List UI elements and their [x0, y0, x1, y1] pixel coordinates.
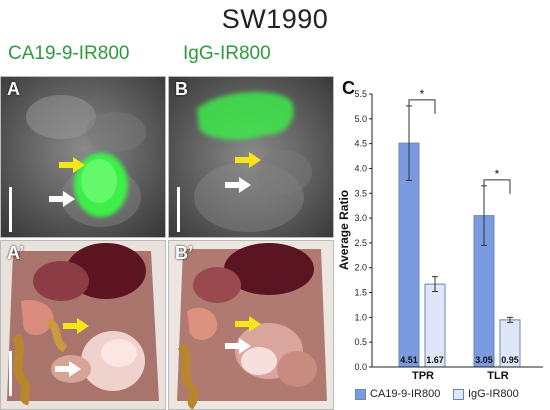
- y-tick-label-0: 0.0: [354, 362, 367, 372]
- scale-bar: [9, 351, 12, 396]
- white-arrow-icon: [49, 191, 75, 207]
- significance-bracket-tlr: [483, 179, 511, 194]
- y-tick-label-10: 5.0: [354, 114, 367, 124]
- significance-marker-tpr: *: [420, 87, 425, 101]
- y-tick-label-1: 0.5: [354, 337, 367, 347]
- y-tick-label-9: 4.5: [354, 139, 367, 149]
- scale-bar: [9, 187, 12, 232]
- white-arrow-icon: [225, 177, 251, 193]
- data-label-tpr-ca19-9: 4.51: [400, 355, 418, 365]
- yellow-arrow-icon: [59, 157, 85, 173]
- white-arrow-icon: [225, 338, 251, 354]
- white-arrow-icon: [55, 361, 81, 377]
- data-label-tpr-igg: 1.67: [426, 355, 444, 365]
- column-label-ca19-9: CA19-9-IR800: [8, 43, 130, 64]
- y-tick-label-5: 2.5: [354, 238, 367, 248]
- legend-item-ca19-9: CA19-9-IR800: [355, 388, 440, 400]
- significance-bracket-tpr: [408, 99, 436, 114]
- legend-label-ca19-9: CA19-9-IR800: [370, 388, 441, 400]
- x-tick-label-tlr: TLR: [487, 370, 508, 380]
- figure-title: SW1990: [221, 4, 329, 34]
- data-label-tlr-ca19-9: 3.05: [475, 355, 493, 365]
- yellow-arrow-icon: [235, 152, 261, 168]
- panel-b-prime-brightfield: B’: [168, 240, 334, 410]
- column-label-igg: IgG-IR800: [183, 43, 271, 64]
- y-tick-label-8: 4.0: [354, 163, 367, 173]
- scale-bar: [177, 187, 180, 232]
- y-axis-label: Average Ratio: [338, 190, 351, 270]
- legend-swatch-igg: [453, 388, 464, 400]
- panel-letter-b-prime: B’: [175, 243, 193, 263]
- panel-letter-c: C: [342, 78, 355, 98]
- yellow-arrow-icon: [235, 316, 261, 332]
- liver-fluorescence-signal: [197, 91, 294, 140]
- y-tick-label-7: 3.5: [354, 188, 367, 198]
- panel-b-fluorescence: B: [168, 76, 334, 238]
- y-tick-label-2: 1.0: [354, 312, 367, 322]
- x-tick-label-tpr: TPR: [412, 370, 434, 380]
- panel-a-prime-brightfield: A’: [0, 240, 166, 410]
- significance-marker-tlr: *: [495, 167, 500, 181]
- bar-chart: 0.0 0.5 1.0 1.5 2.0 2.5 3.0 3.5 4.0 4.5 5.0 5.5 4.5…: [338, 87, 543, 380]
- panel-letter-a: A: [7, 79, 20, 99]
- legend-label-igg: IgG-IR800: [468, 388, 519, 400]
- yellow-arrow-icon: [63, 318, 89, 334]
- panel-a-fluorescence: A: [0, 76, 166, 238]
- y-tick-label-6: 3.0: [354, 213, 367, 223]
- panel-letter-a-prime: A’: [7, 243, 25, 263]
- legend-item-igg: IgG-IR800: [453, 388, 519, 400]
- y-tick-label-4: 2.0: [354, 263, 367, 273]
- panel-letter-b: B: [175, 79, 188, 99]
- y-tick-label-11: 5.5: [354, 89, 367, 99]
- y-tick-label-3: 1.5: [354, 288, 367, 298]
- legend-swatch-ca19-9: [355, 388, 366, 400]
- tumor-fluorescence-signal: [74, 153, 128, 217]
- data-label-tlr-igg: 0.95: [501, 355, 519, 365]
